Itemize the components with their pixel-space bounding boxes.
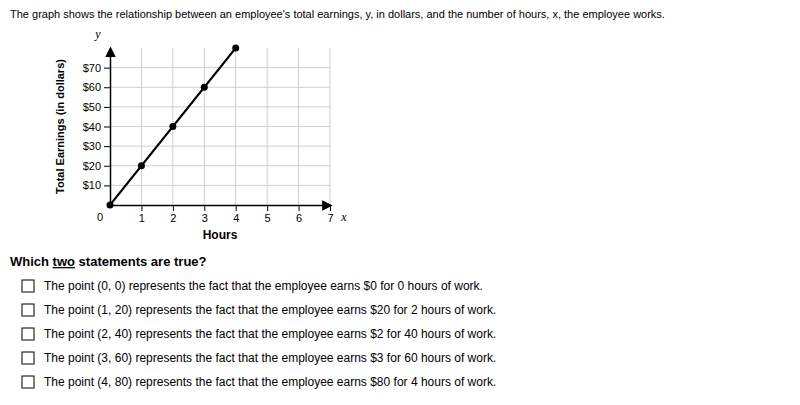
tick-label: $50: [83, 101, 101, 113]
tick-mark: [204, 205, 205, 211]
tick-label: 7: [327, 212, 333, 224]
annotation: 0: [97, 211, 103, 223]
tick-mark: [104, 107, 110, 108]
tick-label: 2: [170, 212, 176, 224]
tick: $50: [83, 101, 110, 113]
chart: The graph shows the relationship between…: [0, 0, 800, 405]
option: The point (4, 80) represents the fact th…: [44, 375, 496, 389]
tick: $20: [83, 160, 110, 172]
tick: $40: [83, 121, 110, 133]
checkbox: [22, 352, 34, 364]
tick-mark: [141, 205, 142, 211]
grid-line: [110, 126, 330, 127]
tick: $30: [83, 140, 110, 152]
title: The graph shows the relationship between…: [10, 8, 665, 20]
point: [107, 202, 114, 209]
tick-mark: [299, 205, 300, 211]
grid-line: [110, 185, 330, 186]
y-axis: $10 $20 $30 $40 $50 $60 $70: [83, 49, 111, 206]
line: [110, 48, 236, 205]
tick-label: $20: [83, 160, 101, 172]
option: The point (1, 20) represents the fact th…: [44, 303, 496, 317]
annotation: y: [94, 27, 101, 41]
tick-mark: [330, 205, 331, 211]
question-text: Which: [10, 254, 53, 269]
point: [232, 45, 239, 52]
tick: 7: [327, 205, 333, 224]
tick: 4: [233, 205, 239, 224]
question: Which two statements are true?: [10, 254, 207, 269]
tick-label: $30: [83, 140, 101, 152]
checkbox: [22, 304, 34, 316]
tick: $10: [83, 179, 110, 191]
x-axis-title: Hours: [203, 228, 238, 242]
point: [201, 84, 208, 91]
tick-label: $60: [83, 81, 101, 93]
tick-mark: [104, 166, 110, 167]
option: The point (3, 60) represents the fact th…: [44, 351, 496, 365]
tick-mark: [173, 205, 174, 211]
annotation: x: [340, 210, 347, 224]
checkbox: [22, 376, 34, 388]
grid-line: [110, 146, 330, 147]
x-axis: 1 2 3 4 5 6 7: [111, 205, 334, 224]
tick-mark: [104, 185, 110, 186]
option: The point (0, 0) represents the fact tha…: [44, 279, 483, 293]
tick: 5: [265, 205, 271, 224]
tick-label: 1: [139, 212, 145, 224]
tick-mark: [267, 205, 268, 211]
tick-label: 3: [202, 212, 208, 224]
y-axis-title: Total Earnings (in dollars): [54, 59, 66, 194]
tick: $60: [83, 81, 110, 93]
tick-mark: [104, 87, 110, 88]
tick: $70: [83, 62, 110, 74]
tick-label: $70: [83, 62, 101, 74]
point: [169, 123, 176, 130]
tick: 2: [170, 205, 176, 224]
grid: [110, 48, 330, 205]
tick-label: 6: [296, 212, 302, 224]
grid-line: [110, 106, 330, 107]
tick: 1: [139, 205, 145, 224]
point: [138, 162, 145, 169]
tick-label: 4: [233, 212, 239, 224]
plot-area: [107, 45, 240, 209]
option: The point (2, 40) represents the fact th…: [44, 327, 496, 341]
axis-line: [111, 205, 331, 207]
tick: 3: [202, 205, 208, 224]
tick-mark: [236, 205, 237, 211]
tick-label: $40: [83, 121, 101, 133]
tick-label: 5: [265, 212, 271, 224]
question-emphasis: two: [53, 254, 75, 269]
checkbox: [22, 328, 34, 340]
tick-mark: [104, 68, 110, 69]
checkbox: [22, 280, 34, 292]
grid-line: [110, 87, 330, 88]
tick-mark: [104, 127, 110, 128]
question-text: statements are true?: [75, 254, 207, 269]
tick-mark: [104, 146, 110, 147]
tick-label: $10: [83, 179, 101, 191]
tick: 6: [296, 205, 302, 224]
